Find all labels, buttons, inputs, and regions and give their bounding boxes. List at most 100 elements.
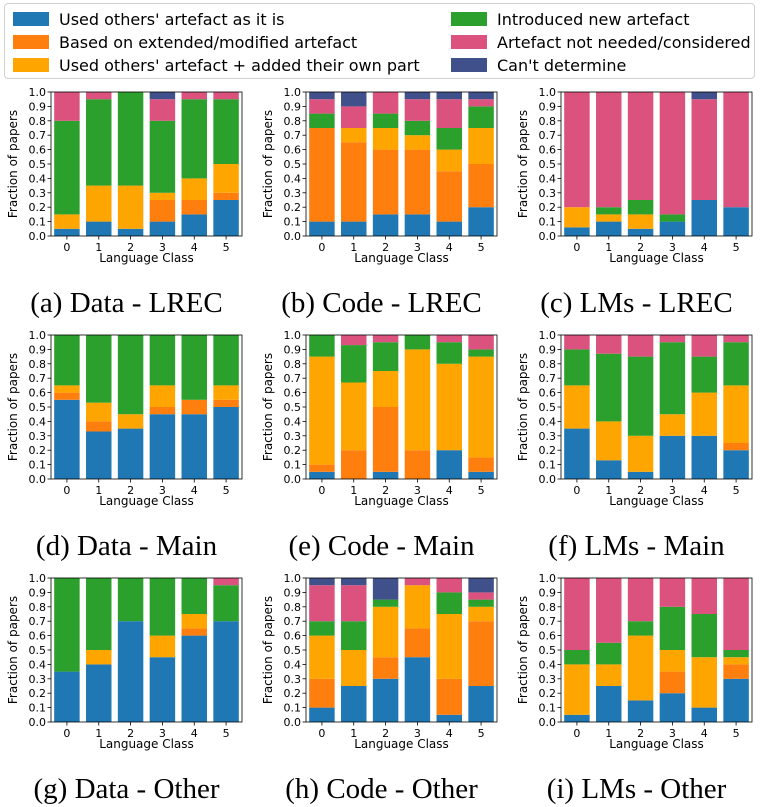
y-tick-label: 0.0 bbox=[539, 230, 557, 243]
y-tick-label: 0.7 bbox=[284, 615, 302, 628]
x-tick-label: 3 bbox=[414, 484, 421, 497]
chart-panel: 0.00.1 0.20.3 0.40.50.6 0.70.8 0.91.0 0 1 2 3 4 5 L… bbox=[261, 572, 498, 805]
bar-segment bbox=[149, 200, 176, 222]
bar-segment bbox=[564, 650, 590, 665]
x-tick-label: 1 bbox=[605, 727, 612, 740]
x-tick-label: 0 bbox=[63, 241, 70, 254]
bar-segment bbox=[181, 335, 207, 400]
legend-item-added-own: Used others' artefact + added their own … bbox=[13, 54, 420, 76]
y-tick-label: 0.5 bbox=[539, 644, 557, 657]
x-tick-label: 1 bbox=[605, 241, 612, 254]
x-axis-label: Language Class bbox=[99, 251, 194, 265]
x-tick-label: 0 bbox=[573, 727, 580, 740]
bar-segment bbox=[436, 614, 462, 679]
bar-segment bbox=[372, 92, 399, 114]
x-tick-label: 5 bbox=[478, 727, 485, 740]
bar-segment bbox=[372, 657, 399, 679]
bar-segment bbox=[404, 578, 431, 586]
y-tick-label: 0.9 bbox=[284, 586, 302, 599]
panel-caption: (a) Data - LREC bbox=[30, 287, 222, 319]
bar-segment bbox=[309, 128, 335, 222]
y-tick-label: 0.8 bbox=[284, 601, 302, 614]
panel-caption: (g) Data - Other bbox=[34, 773, 220, 805]
y-tick-label: 0.0 bbox=[539, 473, 557, 486]
bar-segment bbox=[627, 92, 654, 200]
bar-segment bbox=[404, 214, 431, 236]
bar-segment bbox=[659, 414, 686, 436]
chart-panel: 0.00.1 0.20.3 0.40.50.6 0.70.8 0.91.0 0 1 2 3 4 5 L… bbox=[516, 86, 753, 319]
bar-segment bbox=[627, 214, 654, 229]
y-axis-label: Fraction of papers bbox=[261, 596, 275, 704]
y-tick-label: 0.7 bbox=[29, 372, 47, 385]
y-axis-label: Fraction of papers bbox=[261, 353, 275, 461]
y-tick-label: 0.5 bbox=[29, 401, 47, 414]
x-tick-label: 3 bbox=[414, 241, 421, 254]
y-tick-label: 0.2 bbox=[29, 444, 47, 457]
legend-label: Used others' artefact as it is bbox=[59, 9, 285, 29]
x-axis-label: Language Class bbox=[609, 737, 704, 751]
legend-swatch bbox=[13, 12, 49, 26]
bar-segment bbox=[596, 421, 622, 461]
bar-segment bbox=[341, 686, 367, 722]
y-tick-label: 0.9 bbox=[29, 100, 47, 113]
bar-segment bbox=[117, 428, 144, 479]
bar-segment bbox=[436, 171, 462, 222]
x-tick-label: 5 bbox=[733, 727, 740, 740]
bar-segment bbox=[213, 335, 239, 386]
y-tick-label: 1.0 bbox=[284, 329, 302, 342]
x-tick-label: 5 bbox=[223, 241, 230, 254]
y-tick-label: 0.6 bbox=[284, 387, 302, 400]
bar-segment bbox=[372, 606, 399, 658]
bar-segment bbox=[436, 221, 462, 236]
x-tick-label: 0 bbox=[318, 484, 325, 497]
bar-segment bbox=[86, 335, 112, 403]
bar-segment bbox=[341, 92, 367, 107]
y-tick-label: 0.9 bbox=[29, 586, 47, 599]
bar-segment bbox=[404, 120, 431, 136]
bar-segment bbox=[659, 342, 686, 415]
bar-segment bbox=[181, 92, 207, 100]
panel-caption: (d) Data - Main bbox=[36, 530, 218, 562]
bar-segment bbox=[309, 471, 335, 479]
bar-segment bbox=[468, 128, 494, 164]
y-tick-label: 1.0 bbox=[29, 86, 47, 99]
bar-segment bbox=[309, 335, 335, 357]
bar-segment bbox=[181, 99, 207, 179]
y-tick-label: 0.3 bbox=[539, 430, 557, 443]
bar-segment bbox=[309, 585, 335, 622]
y-tick-label: 0.1 bbox=[29, 702, 47, 715]
bar-segment bbox=[468, 99, 494, 107]
y-tick-label: 0.0 bbox=[29, 473, 47, 486]
y-tick-label: 0.4 bbox=[284, 415, 302, 428]
y-tick-label: 0.8 bbox=[539, 358, 557, 371]
y-tick-label: 0.7 bbox=[29, 615, 47, 628]
x-tick-label: 0 bbox=[573, 484, 580, 497]
legend-swatch bbox=[451, 12, 487, 26]
bar-segment bbox=[213, 92, 239, 100]
bar-segment bbox=[404, 628, 431, 658]
bar-segment bbox=[341, 382, 367, 451]
bar-segment bbox=[54, 120, 80, 215]
bar-segment bbox=[596, 642, 622, 665]
y-tick-label: 0.5 bbox=[284, 644, 302, 657]
y-tick-label: 1.0 bbox=[284, 572, 302, 585]
bar-segment bbox=[564, 664, 590, 715]
x-tick-label: 3 bbox=[159, 484, 166, 497]
y-axis-label: Fraction of papers bbox=[6, 110, 20, 218]
bar-segment bbox=[309, 635, 335, 679]
x-axis-label: Language Class bbox=[609, 251, 704, 265]
y-axis-label: Fraction of papers bbox=[6, 596, 20, 704]
bar-segment bbox=[404, 335, 431, 350]
x-tick-label: 5 bbox=[478, 484, 485, 497]
bar-segment bbox=[86, 578, 112, 650]
bar-segment bbox=[436, 678, 462, 715]
x-tick-label: 5 bbox=[733, 484, 740, 497]
bar-segment bbox=[691, 707, 717, 722]
bar-segment bbox=[341, 142, 367, 222]
bar-segment bbox=[627, 356, 654, 436]
chart-panel: 0.00.1 0.20.3 0.40.50.6 0.70.8 0.91.0 0 1 2 3 4 5 L… bbox=[261, 86, 498, 319]
y-tick-label: 1.0 bbox=[29, 329, 47, 342]
bar-segment bbox=[372, 678, 399, 722]
bar-segment bbox=[86, 421, 112, 432]
bar-segment bbox=[723, 385, 749, 443]
